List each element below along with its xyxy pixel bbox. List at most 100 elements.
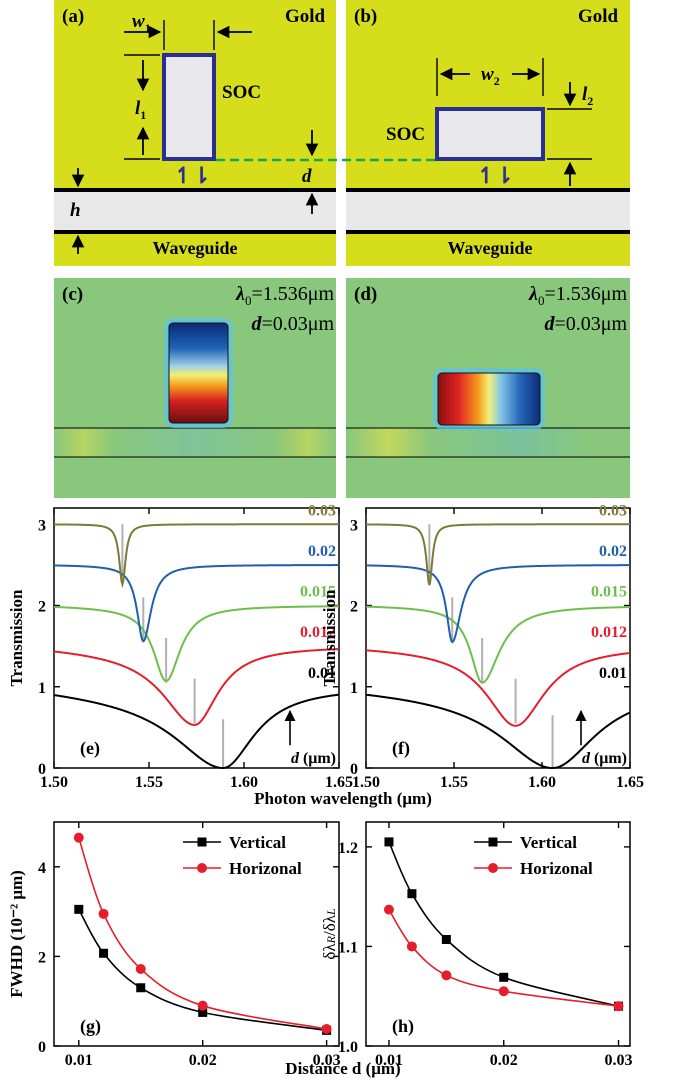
y-tick-label: 0 xyxy=(38,761,46,778)
series-label-0.01: 0.01 xyxy=(308,665,336,682)
x-tick-label: 0.02 xyxy=(189,1052,217,1069)
legend-marker-Horizonal xyxy=(488,863,498,873)
series-line-0.02 xyxy=(53,564,340,643)
data-point-Vertical xyxy=(441,934,451,944)
data-point-Horizonal xyxy=(321,1023,332,1034)
y-tick-label: 2 xyxy=(38,949,46,966)
x-tick-label: 1.55 xyxy=(135,774,163,791)
panel-tag: (f) xyxy=(392,738,410,759)
panel-b-l-label: l2 xyxy=(582,84,593,108)
series-line-0.01 xyxy=(365,693,631,770)
panel-b-waveguide-label: Waveguide xyxy=(447,238,532,258)
y-tick-label: 1 xyxy=(38,680,46,697)
panel-tag: (h) xyxy=(392,1016,414,1037)
x-tick-label: 1.50 xyxy=(40,774,68,791)
x-tick-label: 0.01 xyxy=(65,1052,93,1069)
series-line-0.012 xyxy=(365,649,631,727)
y-axis-label: FWHD (10⁻² μm) xyxy=(7,870,26,998)
data-point-Vertical xyxy=(407,889,417,899)
series-line-0.015 xyxy=(53,605,340,683)
soc-field-horizontal xyxy=(437,372,541,426)
x-tick-label: 1.55 xyxy=(440,774,468,791)
x-tick-label: 0.02 xyxy=(490,1052,518,1069)
legend-label-Horizonal: Horizonal xyxy=(520,859,593,878)
plot-frame xyxy=(53,821,340,1047)
data-point-Horizonal xyxy=(197,1000,208,1011)
y-tick-label: 1.2 xyxy=(338,840,358,857)
plot-frame xyxy=(365,507,631,769)
annotation-label: d (μm) xyxy=(582,750,627,767)
series-label-0.03: 0.03 xyxy=(599,502,627,519)
x-tick-label: 0.03 xyxy=(313,1052,341,1069)
panel-a-tag: (a) xyxy=(62,6,84,27)
panel-b-soc-label: SOC xyxy=(386,124,425,145)
series-label-0.02: 0.02 xyxy=(599,543,627,560)
panel-a-waveguide-label: Waveguide xyxy=(152,238,237,258)
data-point-Horizonal xyxy=(98,908,109,919)
plot-frame xyxy=(365,821,631,1047)
x-tick-label: 1.65 xyxy=(616,774,644,791)
panel-d-d: d=0.03μm xyxy=(544,313,627,335)
chart-g: 0.01 0.02 0.03 0 2 4 FWHD (10⁻² μm) (g) Vertical… xyxy=(7,821,341,1069)
y-tick-label: 1.0 xyxy=(338,1039,358,1056)
panel-tag: (g) xyxy=(80,1016,101,1037)
y-tick-label: 4 xyxy=(38,860,46,877)
series-label-0.01: 0.01 xyxy=(599,665,627,682)
panel-c-d: d=0.03μm xyxy=(251,313,334,335)
shared-distance-label: Distance d (μm) xyxy=(285,1059,400,1078)
chart-f: 1.50 1.55 1.60 1.650123Transmission(f)0.010… xyxy=(320,502,644,791)
panel-a-l-label: l1 xyxy=(135,98,146,122)
panel-b-w-label: w2 xyxy=(481,64,500,88)
series-line-Vertical xyxy=(78,908,327,1032)
waveguide-b xyxy=(346,190,630,232)
series-label-0.015: 0.015 xyxy=(591,584,627,601)
series-line-0.015 xyxy=(365,605,631,684)
y-tick-label: 1 xyxy=(350,680,358,697)
panel-a-material: Gold xyxy=(285,6,326,27)
data-point-Vertical xyxy=(136,983,146,993)
x-tick-label: 1.50 xyxy=(352,774,380,791)
chart-h: 0.01 0.02 0.03 1.0 1.1 1.2 δλR/δλL (h) Vertical H… xyxy=(320,821,633,1069)
panel-b-tag: (b) xyxy=(354,6,377,27)
panel-a-d-label: d xyxy=(302,166,312,187)
data-point-Horizonal xyxy=(498,986,509,997)
series-label-0.012: 0.012 xyxy=(300,624,336,641)
shared-x-axis-label: Photon wavelength (μm) xyxy=(254,789,432,808)
panel-b-material: Gold xyxy=(578,6,619,27)
panel-d: (d) λ0=1.536μm d=0.03μm xyxy=(346,278,630,498)
data-point-Vertical xyxy=(499,972,509,982)
charts: 1.50 1.55 1.60 1.65 0 1 2 3 Transmission (e) 0.01 0… xyxy=(7,502,644,1069)
panel-c-tag: (c) xyxy=(62,284,83,305)
series-line-Vertical xyxy=(388,841,619,1007)
panel-c: (c) λ0=1.536μm d=0.03μm xyxy=(54,278,336,498)
legend-label-Vertical: Vertical xyxy=(229,833,286,852)
series-label-0.02: 0.02 xyxy=(308,543,336,560)
waveguide-field-d xyxy=(346,428,630,457)
data-point-Vertical xyxy=(384,837,394,847)
y-axis-label: Transmission xyxy=(7,589,26,687)
series-line-0.012 xyxy=(53,648,340,726)
data-point-Horizonal xyxy=(73,832,84,843)
soc-field-vertical xyxy=(168,322,229,424)
series-line-0.03 xyxy=(366,523,630,586)
panel-a-w-label: w1 xyxy=(132,11,151,35)
panel-b: (b) Gold w2 l2 SOC ↿⇂ Waveguide xyxy=(346,0,630,266)
data-point-Horizonal xyxy=(383,904,394,915)
panel-b-mode-arrows: ↿⇂ xyxy=(477,163,514,188)
series-line-0.03 xyxy=(53,523,339,589)
data-point-Horizonal xyxy=(613,1001,624,1012)
x-tick-label: 1.65 xyxy=(325,774,353,791)
legend-label-Vertical: Vertical xyxy=(520,833,577,852)
y-tick-label: 1.1 xyxy=(338,939,358,956)
x-tick-label: 0.01 xyxy=(375,1052,403,1069)
series-label-0.012: 0.012 xyxy=(591,624,627,641)
data-point-Vertical xyxy=(99,948,109,958)
panel-tag: (e) xyxy=(80,738,100,759)
series-line-0.02 xyxy=(365,564,630,644)
panel-d-tag: (d) xyxy=(354,284,377,305)
y-tick-label: 2 xyxy=(350,599,358,616)
y-tick-label: 3 xyxy=(38,517,46,534)
data-point-Horizonal xyxy=(441,970,452,981)
x-tick-label: 1.60 xyxy=(230,774,258,791)
y-tick-label: 2 xyxy=(38,599,46,616)
